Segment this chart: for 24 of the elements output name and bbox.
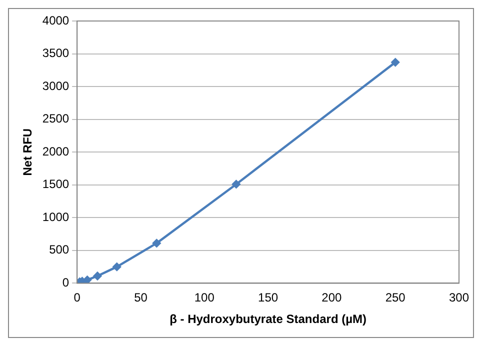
x-tick-label: 200 (322, 290, 342, 305)
y-tick-label: 2500 (42, 112, 70, 126)
y-tick-label: 2000 (42, 144, 70, 158)
y-tick-label: 3500 (42, 46, 70, 60)
y-tick-label: 1500 (42, 177, 70, 192)
y-tick-label: 500 (49, 242, 70, 257)
point (112, 262, 121, 271)
y-tick-label: 3000 (42, 78, 70, 93)
y-axis-title: Net RFU (20, 128, 35, 176)
point (391, 58, 400, 66)
x-tick-label: 50 (134, 290, 148, 305)
point (152, 239, 161, 248)
x-tick-label: 0 (74, 290, 81, 305)
x-axis-title: β - Hydroxybutyrate Standard (µM) (170, 312, 367, 326)
point (232, 180, 240, 188)
x-tick-label: 150 (258, 290, 278, 305)
point (93, 272, 102, 280)
y-tick-label: 1000 (42, 210, 70, 224)
y-tick-label: 0 (62, 276, 70, 290)
y-tick-label: 4000 (42, 13, 70, 28)
point (83, 276, 92, 284)
x-tick-label: 250 (385, 290, 406, 305)
x-tick-label: 100 (194, 290, 215, 305)
x-tick-label: 300 (448, 290, 470, 305)
